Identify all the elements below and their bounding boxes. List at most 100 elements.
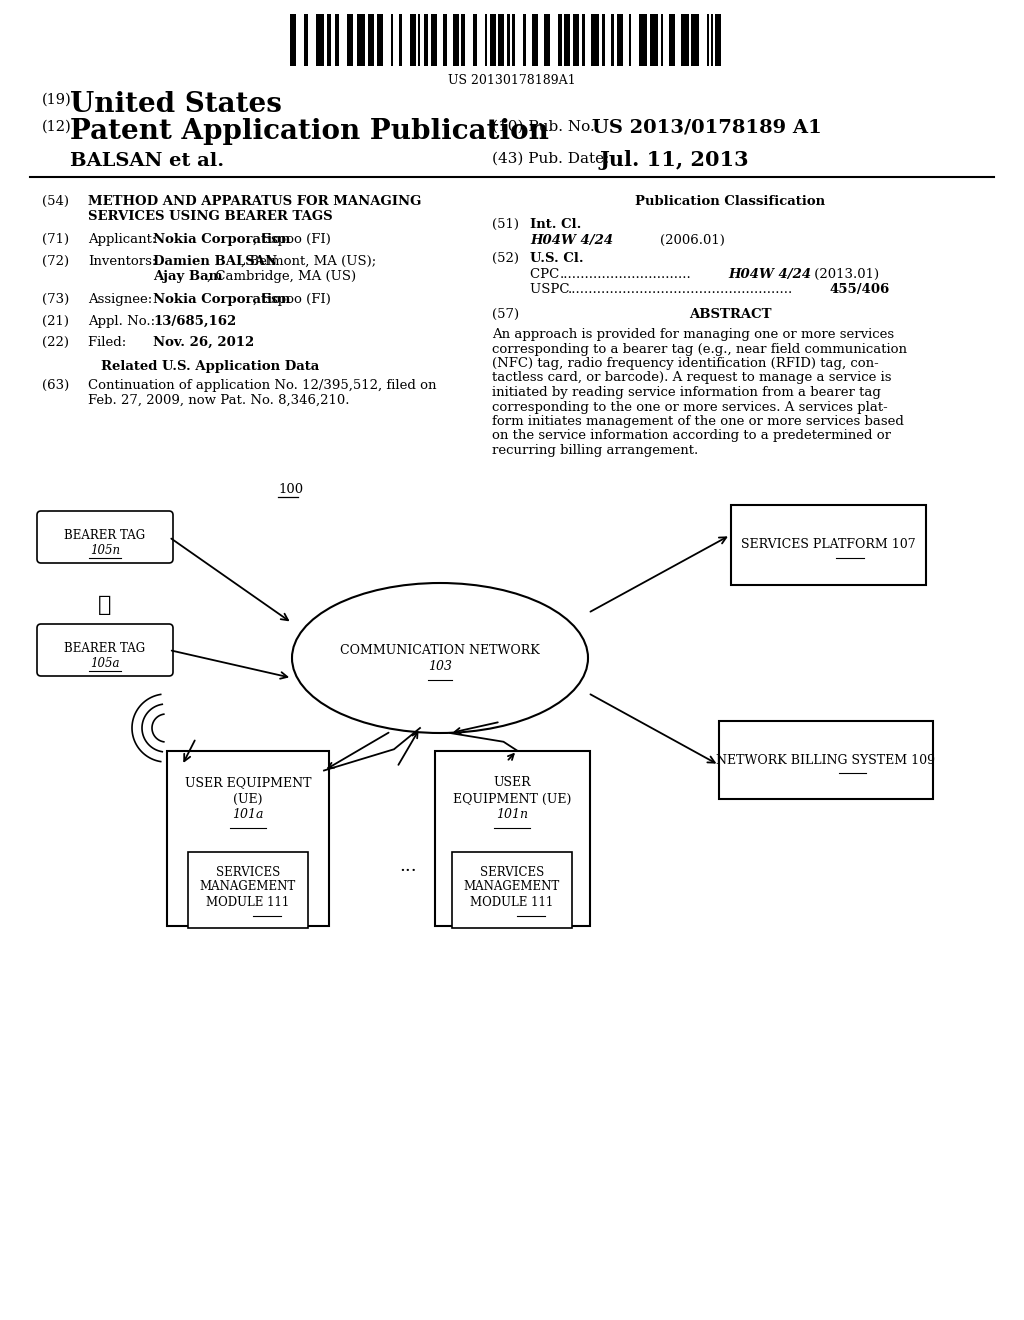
Bar (473, 15, 477, 66)
Text: Filed:: Filed: (88, 337, 156, 348)
Text: COMMUNICATION NETWORK: COMMUNICATION NETWORK (340, 644, 540, 656)
Bar (391, 15, 393, 66)
Bar (602, 15, 605, 66)
Text: USPC: USPC (530, 282, 578, 296)
Bar (681, 15, 689, 66)
Bar (431, 15, 437, 66)
Text: (2013.01): (2013.01) (810, 268, 880, 281)
Bar (573, 15, 579, 66)
Text: form initiates management of the one or more services based: form initiates management of the one or … (492, 414, 904, 428)
Text: 103: 103 (428, 660, 452, 673)
Bar (453, 15, 459, 66)
Bar (188, 851, 308, 928)
Text: Related U.S. Application Data: Related U.S. Application Data (101, 360, 319, 374)
Bar (715, 15, 721, 66)
Text: ...: ... (399, 857, 417, 875)
Bar (617, 15, 623, 66)
Text: CPC: CPC (530, 268, 563, 281)
Text: 455/406: 455/406 (830, 282, 890, 296)
Text: (63): (63) (42, 379, 70, 392)
Text: Ajay Bam: Ajay Bam (153, 271, 222, 282)
Text: SERVICES PLATFORM 107: SERVICES PLATFORM 107 (740, 539, 915, 552)
Bar (167, 751, 329, 925)
Text: ABSTRACT: ABSTRACT (689, 308, 771, 321)
Text: US 2013/0178189 A1: US 2013/0178189 A1 (592, 117, 821, 136)
Bar (662, 15, 663, 66)
Text: United States: United States (70, 91, 282, 117)
Bar (669, 15, 675, 66)
Text: (72): (72) (42, 255, 70, 268)
Text: 100: 100 (278, 483, 303, 496)
Bar (485, 15, 487, 66)
Text: MODULE 111: MODULE 111 (470, 896, 554, 909)
Text: ...............................: ............................... (560, 268, 692, 281)
Bar (707, 15, 709, 66)
Bar (498, 15, 504, 66)
Ellipse shape (292, 583, 588, 733)
Text: , Espoo (FI): , Espoo (FI) (253, 293, 331, 306)
Bar (347, 15, 353, 66)
Text: Continuation of application No. 12/395,512, filed on: Continuation of application No. 12/395,5… (88, 379, 436, 392)
Text: .....................................................: ........................................… (568, 282, 794, 296)
Bar (335, 15, 339, 66)
Text: EQUIPMENT (UE): EQUIPMENT (UE) (453, 792, 571, 805)
Bar (434, 751, 590, 925)
Text: 105n: 105n (90, 544, 120, 557)
Text: (UE): (UE) (233, 792, 263, 805)
Text: (73): (73) (42, 293, 70, 306)
Bar (611, 15, 614, 66)
Bar (711, 15, 713, 66)
Text: Int. Cl.: Int. Cl. (530, 218, 582, 231)
Text: (43) Pub. Date:: (43) Pub. Date: (492, 152, 609, 166)
Text: Nov. 26, 2012: Nov. 26, 2012 (153, 337, 254, 348)
Text: Jul. 11, 2013: Jul. 11, 2013 (600, 150, 750, 170)
Text: H04W 4/24: H04W 4/24 (530, 234, 613, 247)
Bar (650, 15, 658, 66)
Text: MANAGEMENT: MANAGEMENT (464, 880, 560, 894)
Text: 105a: 105a (90, 657, 120, 671)
Bar (461, 15, 465, 66)
Text: H04W 4/24: H04W 4/24 (728, 268, 811, 281)
Text: (2006.01): (2006.01) (660, 234, 725, 247)
Text: U.S. Cl.: U.S. Cl. (530, 252, 584, 265)
Text: (52): (52) (492, 252, 519, 265)
Bar (532, 15, 538, 66)
Text: initiated by reading service information from a bearer tag: initiated by reading service information… (492, 385, 881, 399)
Bar (290, 15, 296, 66)
Bar (327, 15, 331, 66)
Text: (54): (54) (42, 195, 69, 209)
Text: Feb. 27, 2009, now Pat. No. 8,346,210.: Feb. 27, 2009, now Pat. No. 8,346,210. (88, 393, 349, 407)
Text: (12): (12) (42, 120, 72, 135)
Text: NETWORK BILLING SYSTEM 109: NETWORK BILLING SYSTEM 109 (717, 754, 936, 767)
FancyBboxPatch shape (37, 624, 173, 676)
Text: Damien BALSAN: Damien BALSAN (153, 255, 278, 268)
Text: Nokia Corporation: Nokia Corporation (153, 234, 291, 246)
Bar (691, 15, 699, 66)
FancyBboxPatch shape (37, 511, 173, 564)
Text: BEARER TAG: BEARER TAG (65, 642, 145, 655)
Text: Assignee:: Assignee: (88, 293, 161, 306)
Bar (629, 15, 631, 66)
Bar (591, 15, 599, 66)
Text: corresponding to the one or more services. A services plat-: corresponding to the one or more service… (492, 400, 888, 413)
Bar (544, 15, 550, 66)
Text: (21): (21) (42, 315, 69, 327)
Text: BEARER TAG: BEARER TAG (65, 529, 145, 543)
Text: SERVICES: SERVICES (216, 866, 281, 879)
Bar (377, 15, 383, 66)
Bar (490, 15, 496, 66)
Text: 101n: 101n (496, 808, 528, 821)
Bar (507, 15, 510, 66)
Text: SERVICES: SERVICES (480, 866, 544, 879)
Text: Patent Application Publication: Patent Application Publication (70, 117, 549, 145)
Bar (719, 721, 933, 799)
Text: Publication Classification: Publication Classification (635, 195, 825, 209)
Bar (558, 15, 562, 66)
Text: MANAGEMENT: MANAGEMENT (200, 880, 296, 894)
Bar (512, 15, 515, 66)
Bar (304, 15, 308, 66)
Bar (452, 851, 572, 928)
Text: recurring billing arrangement.: recurring billing arrangement. (492, 444, 698, 457)
Text: (10) Pub. No.:: (10) Pub. No.: (492, 120, 605, 135)
Text: (51): (51) (492, 218, 519, 231)
